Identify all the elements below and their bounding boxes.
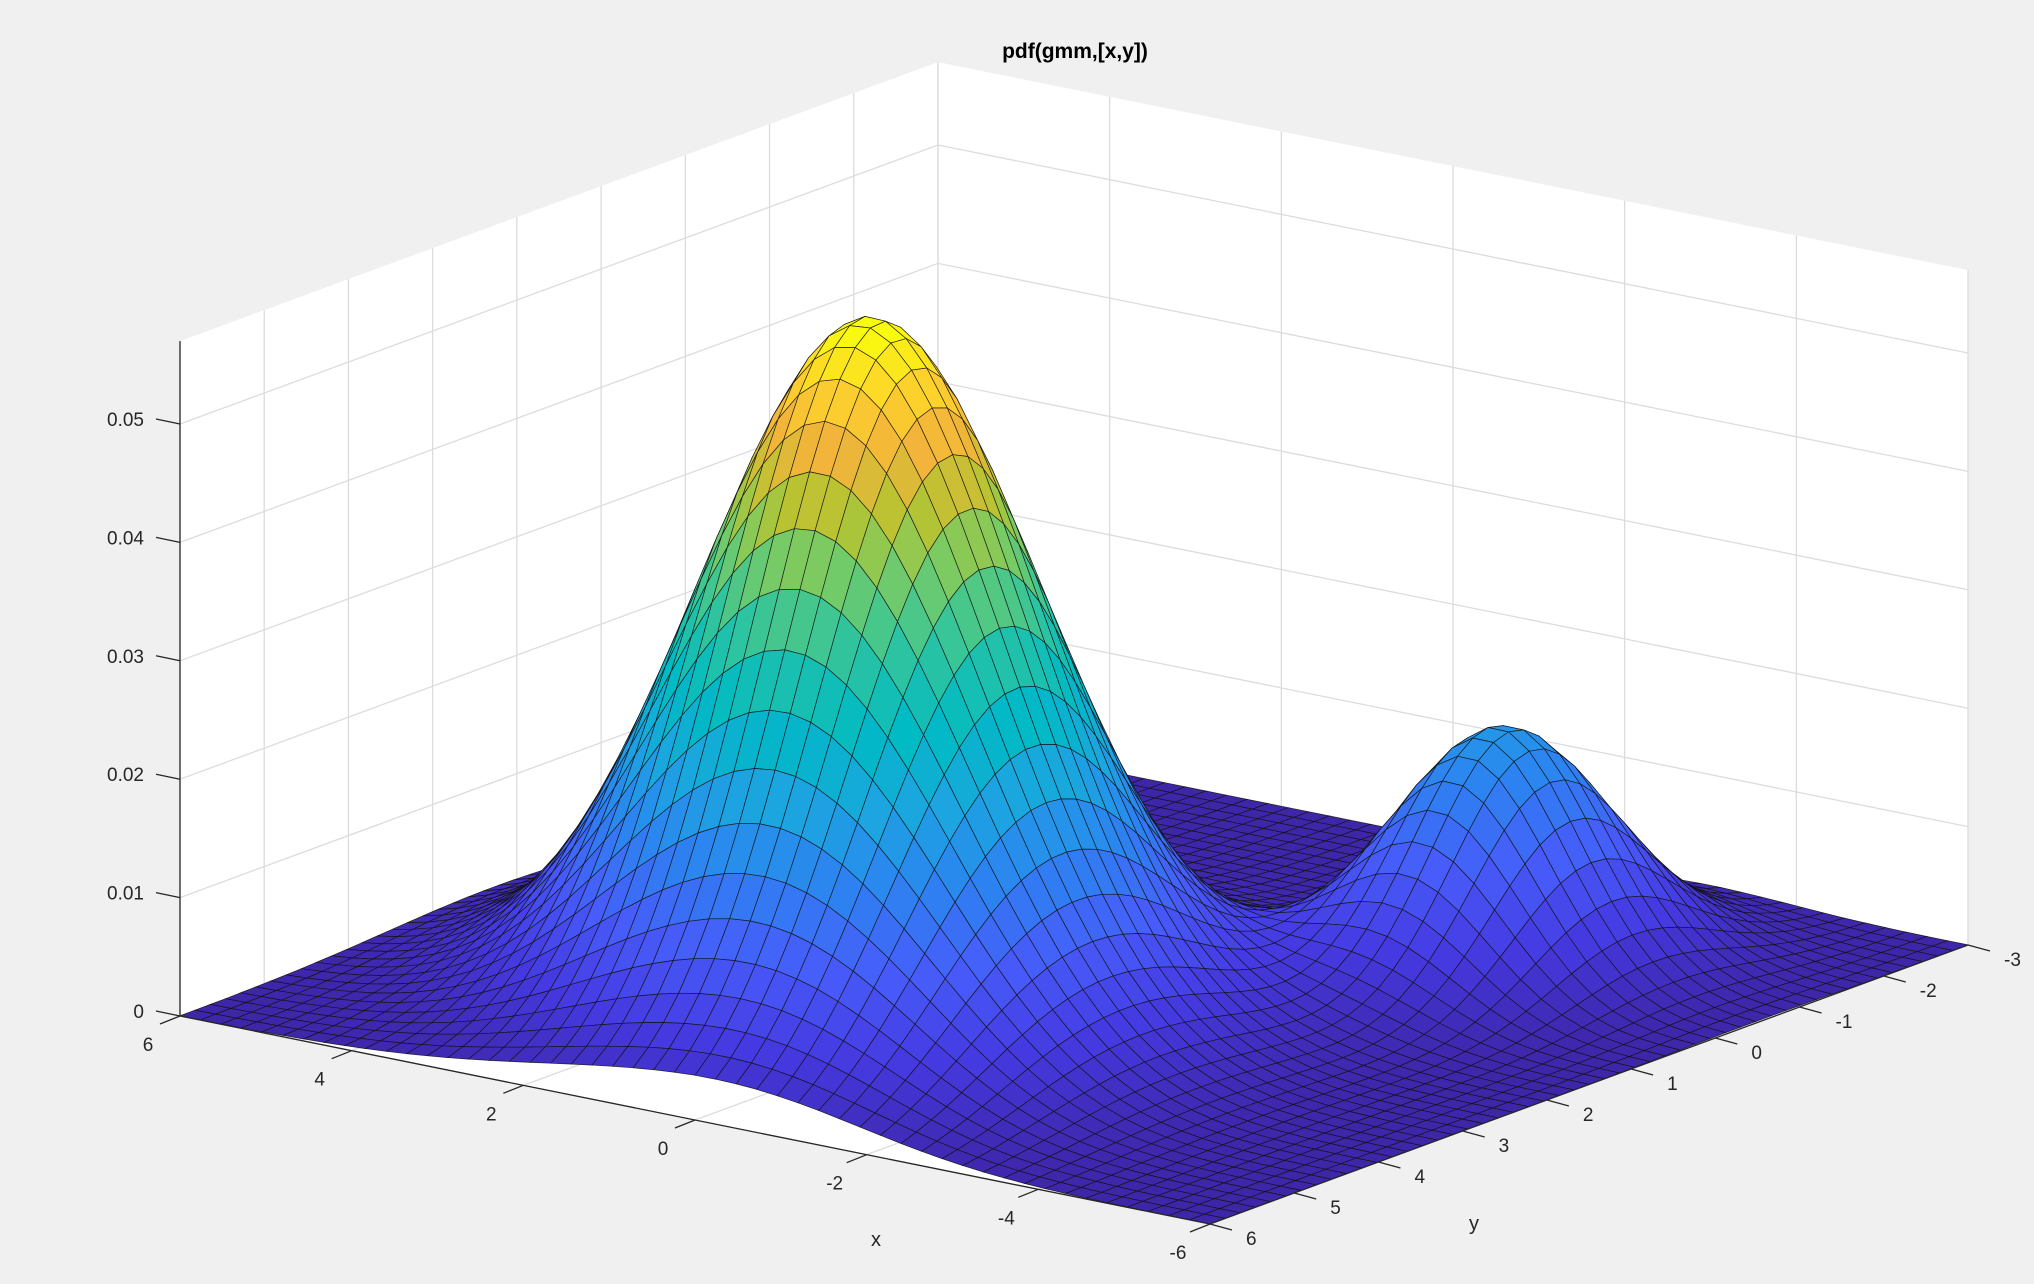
- y-tick-label: -1: [1836, 1012, 1853, 1033]
- x-tick: [1018, 1188, 1039, 1198]
- y-tick: [1462, 1130, 1485, 1138]
- x-tick-label: -6: [1170, 1243, 1187, 1264]
- x-tick-label: 6: [143, 1035, 154, 1056]
- x-tick: [503, 1084, 524, 1094]
- y-tick: [1799, 1006, 1822, 1014]
- x-axis-label: x: [871, 1229, 881, 1251]
- y-tick: [1378, 1161, 1401, 1169]
- z-tick: [155, 418, 181, 425]
- x-tick-label: 0: [658, 1139, 669, 1160]
- x-tick: [1189, 1223, 1211, 1233]
- z-tick-label: 0.02: [107, 765, 144, 786]
- z-tick-label: 0.04: [107, 528, 144, 549]
- x-tick: [159, 1015, 181, 1025]
- axes-ticks: 6 4 2 0 -2 -4 -6 -3 -2 -1 0 1 2 3 4 5 6 0 0.01 0.02 0.03 0.04…: [107, 410, 2021, 1264]
- z-tick: [155, 891, 181, 899]
- z-tick: [155, 1010, 181, 1017]
- z-tick: [155, 773, 181, 780]
- z-tick-label: 0.01: [107, 884, 144, 905]
- x-tick-label: 4: [314, 1070, 325, 1091]
- y-tick-label: 2: [1583, 1105, 1594, 1126]
- y-tick: [1630, 1068, 1654, 1076]
- z-tick: [155, 536, 181, 544]
- y-tick-label: 1: [1667, 1074, 1678, 1095]
- y-axis-line: [1209, 944, 1969, 1225]
- y-tick: [1546, 1099, 1570, 1107]
- x-tick: [846, 1154, 867, 1164]
- chart-title: pdf(gmm,[x,y]): [1002, 40, 1148, 63]
- z-tick-label: 0.03: [107, 647, 144, 668]
- y-tick: [1294, 1192, 1317, 1200]
- z-tick-label: 0: [133, 1002, 144, 1023]
- y-tick-label: 3: [1499, 1136, 1510, 1157]
- z-tick: [155, 655, 181, 662]
- y-tick: [1715, 1037, 1738, 1045]
- surface-mesh: [178, 316, 1970, 1225]
- y-tick-label: -3: [2004, 950, 2021, 971]
- y-tick-label: 4: [1414, 1167, 1425, 1188]
- x-tick-label: -4: [998, 1208, 1015, 1229]
- x-tick: [674, 1119, 696, 1129]
- y-tick-label: 0: [1751, 1043, 1762, 1064]
- x-tick-label: 2: [486, 1104, 497, 1125]
- y-tick: [1209, 1223, 1233, 1231]
- z-tick-label: 0.05: [107, 410, 144, 431]
- y-tick-label: 6: [1246, 1229, 1257, 1250]
- y-tick: [1967, 944, 1991, 952]
- x-tick: [331, 1050, 352, 1060]
- y-axis-label: y: [1469, 1213, 1479, 1235]
- x-tick-label: -2: [826, 1174, 843, 1195]
- y-tick-label: -2: [1920, 981, 1937, 1002]
- y-tick-label: 5: [1330, 1198, 1341, 1219]
- y-tick: [1883, 975, 1906, 983]
